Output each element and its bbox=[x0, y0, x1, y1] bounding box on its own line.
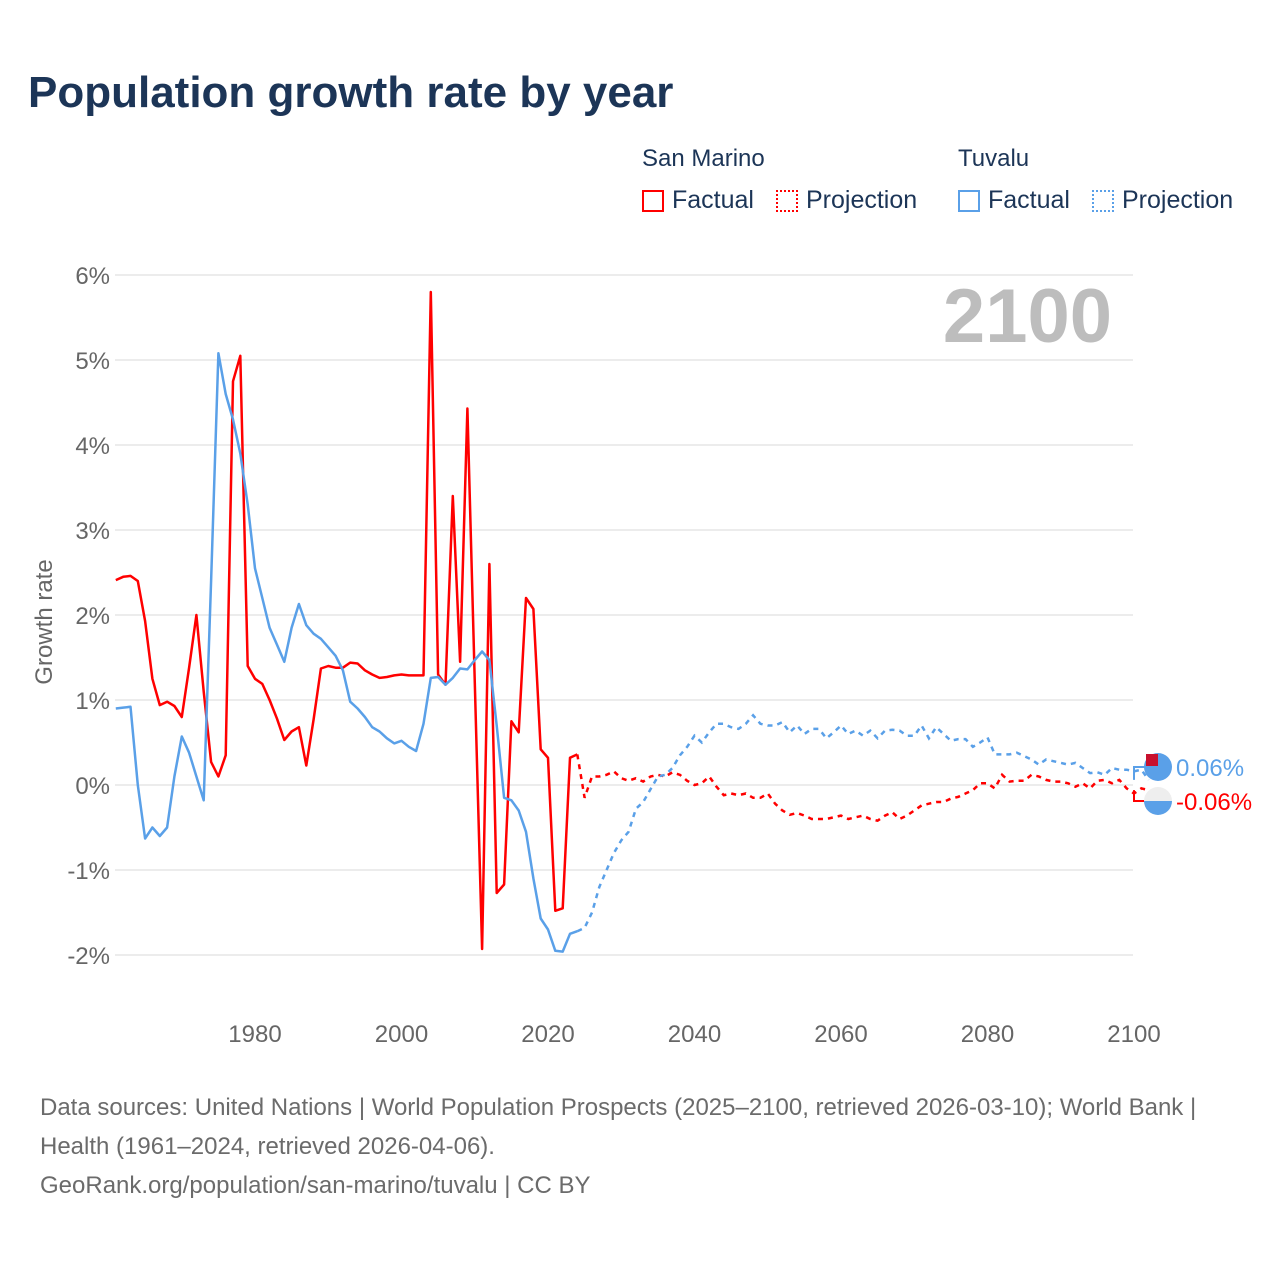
legend-label: Projection bbox=[806, 186, 918, 214]
y-tick-label: -2% bbox=[67, 943, 110, 970]
y-tick-label: 1% bbox=[75, 688, 110, 715]
tuvalu-end-value-label: 0.06% bbox=[1176, 755, 1244, 782]
y-tick-label: 6% bbox=[75, 263, 110, 290]
legend-swatch-solid bbox=[958, 189, 980, 212]
san-marino-factual-line bbox=[115, 290, 578, 951]
legend-label: Factual bbox=[672, 186, 754, 214]
tuvalu-leader-line bbox=[1133, 766, 1146, 780]
legend-label: Factual bbox=[988, 186, 1070, 214]
tuvalu-flag-canton bbox=[1146, 754, 1158, 766]
x-tick-label: 2100 bbox=[1107, 1021, 1160, 1048]
legend-group-san-marino: San Marino bbox=[642, 145, 765, 172]
line-chart: -2% -1% 0% 1% 2% 3% 4% 5% 6% 1980 2000 2020 2040 2060… bbox=[31, 263, 1252, 1048]
x-tick-label: 1980 bbox=[228, 1021, 281, 1048]
legend-tuvalu-factual[interactable]: Factual bbox=[958, 186, 1070, 215]
y-tick-label: 3% bbox=[75, 518, 110, 545]
y-tick-label: 0% bbox=[75, 773, 110, 800]
attribution-link[interactable]: GeoRank.org/population/san-marino/tuvalu… bbox=[40, 1172, 591, 1199]
current-year-label: 2100 bbox=[943, 274, 1112, 359]
x-tick-label: 2060 bbox=[814, 1021, 867, 1048]
legend-swatch-dotted bbox=[1092, 189, 1114, 212]
y-tick-label: 2% bbox=[75, 603, 110, 630]
san-marino-end-value-label: -0.06% bbox=[1176, 789, 1252, 816]
y-tick-label: 4% bbox=[75, 433, 110, 460]
y-tick-label: 5% bbox=[75, 348, 110, 375]
source-text: Data sources: United Nations | World Pop… bbox=[40, 1094, 1197, 1160]
legend-san-marino-projection[interactable]: Projection bbox=[776, 186, 917, 215]
legend-label: Projection bbox=[1122, 186, 1234, 214]
x-tick-label: 2000 bbox=[375, 1021, 428, 1048]
legend-swatch-solid bbox=[642, 189, 664, 212]
tuvalu-projection-line bbox=[576, 713, 1150, 933]
data-source-note: Data sources: United Nations | World Pop… bbox=[40, 1088, 1240, 1205]
x-tick-label: 2040 bbox=[668, 1021, 721, 1048]
x-tick-label: 2020 bbox=[521, 1021, 574, 1048]
tuvalu-factual-line bbox=[115, 351, 578, 953]
chart-title: Population growth rate by year bbox=[28, 68, 674, 117]
legend-swatch-dotted bbox=[776, 189, 798, 212]
san-marino-flag-lower bbox=[1144, 801, 1172, 815]
legend-tuvalu-projection[interactable]: Projection bbox=[1092, 186, 1233, 215]
legend-group-tuvalu: Tuvalu bbox=[958, 145, 1030, 172]
y-axis-label: Growth rate bbox=[31, 559, 58, 684]
x-tick-label: 2080 bbox=[961, 1021, 1014, 1048]
y-tick-label: -1% bbox=[67, 858, 110, 885]
legend-san-marino-factual[interactable]: Factual bbox=[642, 186, 754, 215]
san-marino-leader-line bbox=[1133, 790, 1146, 802]
